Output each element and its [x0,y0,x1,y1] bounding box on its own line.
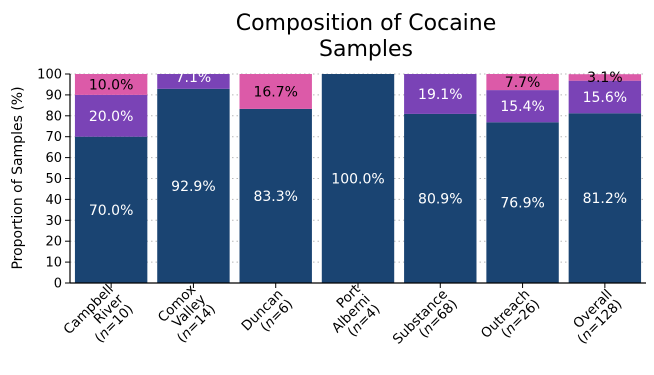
y-tick-label: 100 [37,68,62,83]
y-axis-label: Proportion of Samples (%) [10,86,26,269]
data-label: 19.1% [418,87,462,103]
bar-segment [486,90,559,123]
y-tick-label: 0 [54,277,62,292]
y-tick-label: 60 [45,151,62,166]
y-tick-label: 10 [45,256,62,271]
data-label: 92.9% [171,179,215,195]
data-label: 20.0% [89,109,133,125]
bars [74,74,642,284]
y-tick-label: 80 [45,109,62,124]
x-tick-label: Overall(n=128) [570,286,625,347]
data-label: 15.4% [500,99,544,115]
data-label: 100.0% [331,172,384,188]
y-tick-label: 70 [45,130,62,145]
chart-title-line-1: Composition of Cocaine [236,11,497,36]
data-label: 10.0% [89,77,133,93]
bar-segment [239,108,312,283]
bar-segment [157,88,230,284]
data-label: 7.1% [176,70,212,86]
bar-segment [568,113,642,284]
x-tick-label: Outreach(n=26) [478,286,543,341]
x-tick-label: Duncan(n=6) [239,286,297,335]
data-label: 81.2% [583,191,627,207]
data-label: 83.3% [253,189,297,205]
data-label: 16.7% [253,84,297,100]
y-tick-label: 30 [45,214,62,229]
bar-segment [404,113,477,283]
y-tick-label: 50 [45,172,62,187]
data-label: 7.7% [505,75,541,91]
y-tick-label: 20 [45,235,62,250]
chart-title-line-2: Samples [319,37,413,62]
bar-segment [568,80,642,114]
bar-segment [404,74,477,114]
bar-segment [568,74,642,81]
data-label: 3.1% [587,70,623,86]
y-tick-label: 90 [45,88,62,103]
data-labels: 70.0% 20.0% 10.0% 92.9% 7.1% 83.3% 16.7% 100.0%… [89,70,627,219]
x-tick-label: Substance(n=68) [390,286,461,347]
bar-segment [486,122,559,284]
data-label: 76.9% [500,196,544,212]
y-tick-label: 40 [45,193,62,208]
bar-segment [157,74,230,89]
bar-segment [239,74,312,109]
bar-segment [74,136,148,283]
data-label: 80.9% [418,191,462,207]
bar-segment [74,94,148,137]
bar-segment [74,74,148,95]
bar-segment [486,74,559,91]
data-label: 15.6% [583,90,627,106]
data-label: 70.0% [89,203,133,219]
bar-segment [321,74,395,283]
